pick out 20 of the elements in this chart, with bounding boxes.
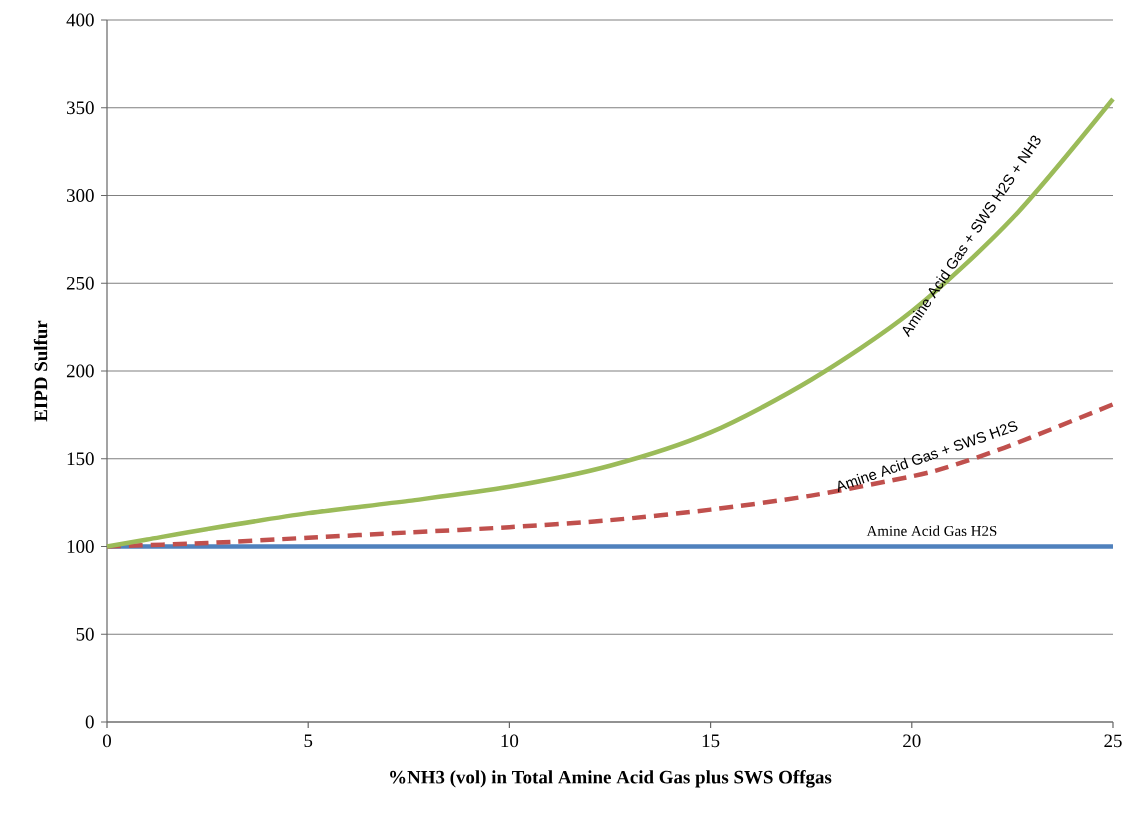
x-tick-label: 5 bbox=[304, 734, 313, 748]
y-tick-label: 100 bbox=[67, 540, 94, 553]
y-tick-label: 0 bbox=[85, 715, 94, 729]
y-tick-label: 400 bbox=[66, 13, 94, 27]
x-tick-label: 20 bbox=[903, 734, 921, 748]
y-axis-title: EIPD Sulfur bbox=[33, 320, 48, 422]
line-series bbox=[104, 96, 1116, 549]
x-tick-label: 0 bbox=[102, 734, 111, 748]
series-label: Amine Acid Gas H2S bbox=[866, 525, 997, 536]
y-tick-label: 50 bbox=[76, 627, 94, 641]
x-tick-label: 15 bbox=[702, 734, 720, 748]
y-tick-label: 150 bbox=[67, 452, 94, 466]
y-tick-label: 300 bbox=[67, 189, 94, 202]
x-axis-title: %NH3 (vol) in Total Amine Acid Gas plus SWS Offgas bbox=[390, 770, 832, 788]
y-tick-label: 350 bbox=[67, 101, 94, 115]
y-tick-label: 200 bbox=[66, 364, 94, 378]
y-tick-label: 250 bbox=[66, 276, 94, 290]
x-tick-label: 10 bbox=[501, 734, 519, 748]
text: Amine Acid Gas + SWS H2S bbox=[837, 421, 1018, 493]
x-tick-label: 25 bbox=[1104, 734, 1122, 748]
